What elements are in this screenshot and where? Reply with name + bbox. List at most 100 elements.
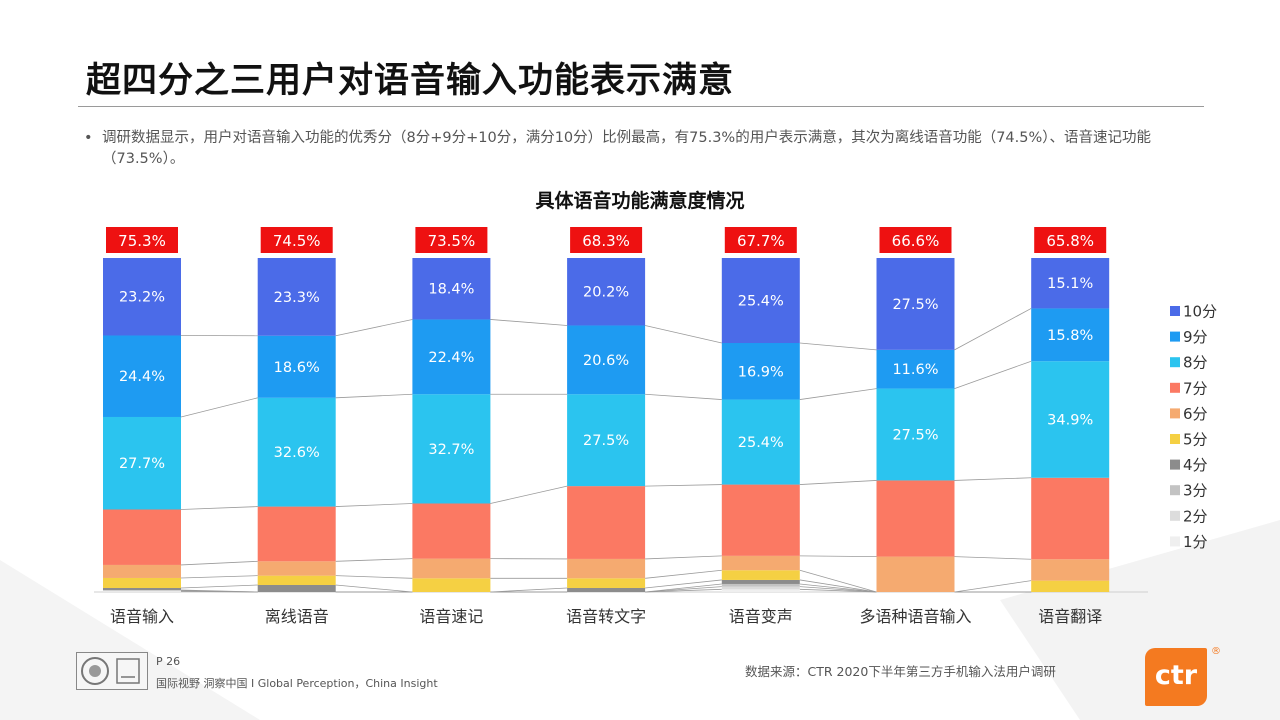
total-label: 65.8%	[1046, 232, 1094, 250]
series-connector-line	[490, 319, 568, 326]
total-badge	[106, 227, 178, 253]
series-connector-line	[645, 579, 722, 589]
legend-label: 5分	[1183, 431, 1208, 449]
bar-segment	[103, 577, 181, 588]
legend-label: 1分	[1183, 533, 1208, 551]
total-badge	[1034, 227, 1107, 253]
bar-segment	[103, 258, 181, 336]
bar-segment	[103, 590, 181, 592]
bar-segment	[103, 416, 181, 510]
bar-segment	[257, 397, 336, 507]
page-title: 超四分之三用户对语音输入功能表示满意	[86, 61, 735, 101]
legend-swatch	[1170, 536, 1180, 547]
legend-swatch	[1170, 434, 1180, 444]
certification-seal-icon	[81, 657, 140, 685]
legend-swatch	[1170, 306, 1180, 316]
series-connector-line	[645, 393, 722, 400]
total-label: 74.5%	[273, 232, 321, 250]
legend-swatch	[1170, 357, 1180, 368]
bar-segment	[412, 503, 491, 559]
data-label: 23.3%	[274, 290, 320, 306]
series-connector-line	[490, 587, 568, 593]
category-label: 离线语音	[265, 607, 329, 626]
series-connector-line	[335, 503, 413, 507]
data-label: 18.6%	[274, 360, 320, 376]
series-connector-line	[645, 569, 722, 579]
series-connector-line	[799, 583, 877, 593]
bar-segment	[876, 388, 955, 481]
series-connector-line	[799, 579, 877, 593]
series-connector-line	[335, 319, 413, 337]
total-label: 73.5%	[428, 232, 476, 250]
bar-segment	[1031, 361, 1110, 478]
bar-segment	[721, 579, 800, 584]
total-label: 68.3%	[582, 232, 630, 250]
data-label: 24.4%	[119, 369, 165, 385]
category-label: 多语种语音输入	[859, 607, 971, 626]
bar-segment	[257, 335, 336, 398]
data-label: 25.4%	[738, 294, 784, 310]
series-connector-line	[645, 484, 722, 487]
data-label: 20.2%	[583, 285, 629, 301]
bar-segment	[412, 394, 491, 504]
data-label: 16.9%	[738, 364, 784, 380]
data-label: 20.6%	[583, 353, 629, 369]
total-label: 75.3%	[118, 232, 166, 250]
series-connector-line	[799, 555, 877, 557]
summary-text: 调研数据显示，用户对语音输入功能的优秀分（8分+9分+10分，满分10分）比例最…	[102, 130, 1152, 167]
bar-segment	[721, 589, 800, 592]
data-label: 15.8%	[1047, 328, 1093, 344]
registered-mark: ®	[1211, 646, 1221, 657]
bar-segment	[257, 575, 336, 585]
bar-segment	[257, 258, 336, 336]
bar-segment	[721, 586, 800, 590]
total-badge	[260, 227, 333, 253]
bar-segment	[257, 584, 336, 592]
bar-segment	[567, 558, 646, 579]
category-label: 语音转文字	[566, 607, 646, 626]
series-connector-line	[799, 342, 877, 351]
stacked-bar-chart: 27.7% 32.6% 32.7% 27.5% 25.4% 27.5% 34.9% 24.4%…	[94, 227, 1217, 626]
total-badge	[724, 227, 797, 253]
legend-label: 7分	[1183, 379, 1208, 397]
data-label: 27.7%	[119, 456, 165, 472]
data-label: 32.6%	[274, 445, 320, 461]
series-connector-line	[335, 393, 413, 399]
series-connector-line	[335, 584, 413, 593]
bar-segment	[721, 583, 800, 587]
series-connector-line	[954, 580, 1032, 593]
data-label: 18.4%	[428, 282, 474, 298]
data-label: 34.9%	[1047, 412, 1093, 428]
category-label: 语音翻译	[1038, 607, 1102, 626]
company-slogan: 国际视野 洞察中国 I Global Perception，China Insi…	[156, 677, 438, 690]
legend-label: 2分	[1183, 507, 1208, 525]
chart-title: 具体语音功能满意度情况	[535, 190, 745, 212]
bar-segment	[876, 480, 955, 557]
bar-segment	[412, 258, 491, 320]
bar-segment	[721, 343, 800, 400]
bar-segment	[567, 587, 646, 592]
series-connector-line	[180, 575, 258, 579]
series-connector-line	[180, 560, 258, 566]
bar-segment	[721, 484, 800, 556]
category-label: 语音速记	[419, 607, 483, 626]
page-number: P 26	[156, 655, 181, 668]
legend-label: 4分	[1183, 456, 1208, 474]
total-badge	[879, 227, 952, 253]
series-connector-line	[954, 477, 1032, 481]
series-connector-line	[799, 586, 877, 593]
series-connector-line	[954, 308, 1032, 351]
series-connector-line	[180, 397, 258, 418]
bar-segment	[876, 556, 955, 592]
total-label: 67.7%	[737, 232, 785, 250]
bar-segment	[1031, 258, 1110, 309]
data-label: 32.7%	[428, 442, 474, 458]
bar-segment	[1031, 477, 1110, 560]
bar-segment	[567, 325, 646, 395]
series-connector-line	[799, 388, 877, 400]
bar-segment	[103, 591, 181, 592]
legend-swatch	[1170, 510, 1180, 521]
legend-swatch	[1170, 331, 1180, 342]
legend-swatch	[1170, 408, 1180, 419]
category-label: 语音变声	[729, 607, 793, 626]
